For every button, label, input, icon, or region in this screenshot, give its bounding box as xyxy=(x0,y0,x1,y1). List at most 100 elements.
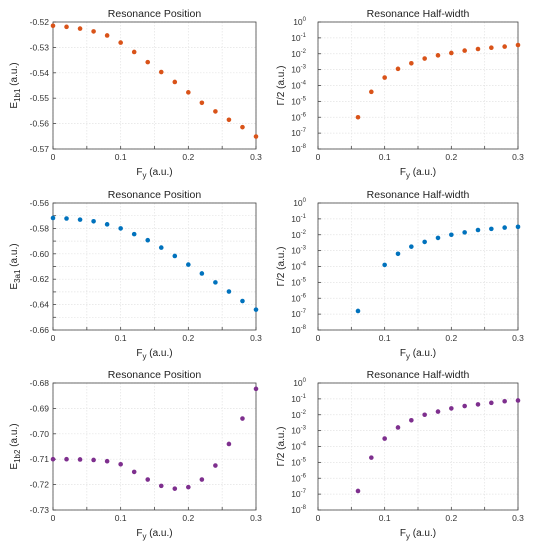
y-tick-exponent: -8 xyxy=(301,144,307,150)
y-tick-exponent: -4 xyxy=(301,81,307,87)
data-point xyxy=(462,403,467,409)
data-point xyxy=(502,44,507,49)
x-tick-label: 0.2 xyxy=(445,333,457,343)
x-axis-label: Fy (a.u.) xyxy=(400,528,436,541)
y-tick-exponent: -1 xyxy=(301,394,307,400)
chart-title: Resonance Half-width xyxy=(367,369,470,381)
data-point xyxy=(489,226,494,232)
chart-panel-4: 0 0.1 0.2 0.3 10-8 10-7 10-6 10-5 10-4 10-3 10-2 10… xyxy=(276,189,524,361)
y-tick-label: -0.71 xyxy=(30,454,50,464)
data-point xyxy=(435,235,441,241)
x-tick-label: 0 xyxy=(316,152,321,162)
x-axis-label: Fy (a.u.) xyxy=(400,167,436,180)
y-tick-label: -0.66 xyxy=(30,325,50,335)
data-point xyxy=(422,239,427,245)
y-tick-label: 100 xyxy=(293,17,306,27)
chart-panel-5: 0 0.1 0.2 0.3 -0.73 -0.72 -0.71 -0.70 -0.69 -0.68… xyxy=(9,369,262,541)
y-tick-label: 10-2 xyxy=(291,49,306,59)
y-tick-exponent: 0 xyxy=(303,198,307,204)
data-point xyxy=(409,244,414,249)
data-point xyxy=(515,42,521,48)
x-axis-label: Fy (a.u.) xyxy=(136,528,172,541)
y-tick-label: 10-6 xyxy=(291,473,306,483)
y-tick-label: -0.56 xyxy=(30,119,50,129)
data-point xyxy=(158,69,164,75)
data-point xyxy=(213,463,218,468)
y-tick-exponent: -8 xyxy=(301,325,307,331)
data-point xyxy=(172,79,178,85)
data-point xyxy=(158,483,164,489)
x-tick-label: 0.2 xyxy=(445,513,457,523)
y-axis-label: Γ/2 (a.u.) xyxy=(276,66,287,106)
y-tick-label: 10-4 xyxy=(291,442,306,452)
y-tick-label: 10-5 xyxy=(291,457,306,467)
x-axis-label: Fy (a.u.) xyxy=(136,167,172,180)
data-point xyxy=(77,457,83,462)
y-tick-label: 10-6 xyxy=(291,112,306,122)
y-tick-label: 10-2 xyxy=(291,410,306,420)
data-point xyxy=(50,456,56,462)
y-tick-label: 10-1 xyxy=(291,394,306,404)
y-tick-exponent: 0 xyxy=(303,378,307,384)
chart-panel-3: 0 0.1 0.2 0.3 -0.66 -0.64 -0.62 -0.60 -0.58 -0.56… xyxy=(9,189,262,361)
data-point xyxy=(449,50,454,56)
x-tick-label: 0.2 xyxy=(182,333,194,343)
data-point xyxy=(131,469,137,475)
y-tick-label: 10-7 xyxy=(291,489,306,499)
data-point xyxy=(64,456,69,462)
data-point xyxy=(199,477,205,482)
x-tick-label: 0.3 xyxy=(512,333,524,343)
x-tick-label: 0.1 xyxy=(115,333,127,343)
x-axis-label: Fy (a.u.) xyxy=(400,348,436,361)
data-point xyxy=(145,477,151,482)
y-tick-exponent: -2 xyxy=(301,49,307,55)
data-point xyxy=(199,100,205,106)
y-tick-label: -0.70 xyxy=(30,429,50,439)
data-point xyxy=(226,117,232,123)
x-tick-label: 0.3 xyxy=(250,152,262,162)
data-point xyxy=(475,46,481,52)
data-point xyxy=(489,400,494,406)
data-point xyxy=(355,488,361,494)
y-tick-exponent: -7 xyxy=(301,128,307,134)
y-tick-label: -0.53 xyxy=(30,42,50,52)
chart-panel-6: 0 0.1 0.2 0.3 10-8 10-7 10-6 10-5 10-4 10-3 10-2 10… xyxy=(276,369,524,541)
y-tick-label: 10-6 xyxy=(291,293,306,303)
chart-title: Resonance Position xyxy=(108,369,202,381)
y-tick-label: -0.55 xyxy=(30,93,50,103)
chart-title: Resonance Position xyxy=(108,8,202,20)
data-point xyxy=(449,232,454,238)
data-point xyxy=(422,412,427,418)
data-point xyxy=(395,66,401,72)
data-point xyxy=(213,280,218,285)
y-tick-label: 10-8 xyxy=(291,505,306,515)
data-point xyxy=(240,298,245,304)
data-point xyxy=(475,402,481,407)
data-point xyxy=(253,134,259,139)
y-tick-label: 10-5 xyxy=(291,96,306,106)
data-point xyxy=(422,56,427,61)
y-tick-label: 10-8 xyxy=(291,144,306,154)
data-point xyxy=(409,418,414,423)
data-point xyxy=(145,59,151,65)
data-point xyxy=(253,307,259,312)
x-tick-label: 0.3 xyxy=(512,152,524,162)
data-point xyxy=(50,23,56,29)
y-tick-exponent: -4 xyxy=(301,262,307,268)
y-tick-label: -0.52 xyxy=(30,17,50,27)
y-tick-label: -0.58 xyxy=(30,223,50,233)
data-point xyxy=(502,225,507,230)
data-point xyxy=(172,486,178,491)
x-tick-label: 0.1 xyxy=(115,152,127,162)
data-point xyxy=(435,53,441,58)
y-axis-label: E3a1 (a.u.) xyxy=(9,243,22,289)
y-axis-label: E1b1 (a.u.) xyxy=(9,62,22,108)
x-tick-label: 0 xyxy=(51,513,56,523)
data-point xyxy=(395,425,401,430)
x-tick-label: 0 xyxy=(316,333,321,343)
y-tick-label: 10-3 xyxy=(291,426,306,436)
data-point xyxy=(435,409,441,414)
y-tick-exponent: -5 xyxy=(301,457,307,463)
data-point xyxy=(199,271,205,276)
